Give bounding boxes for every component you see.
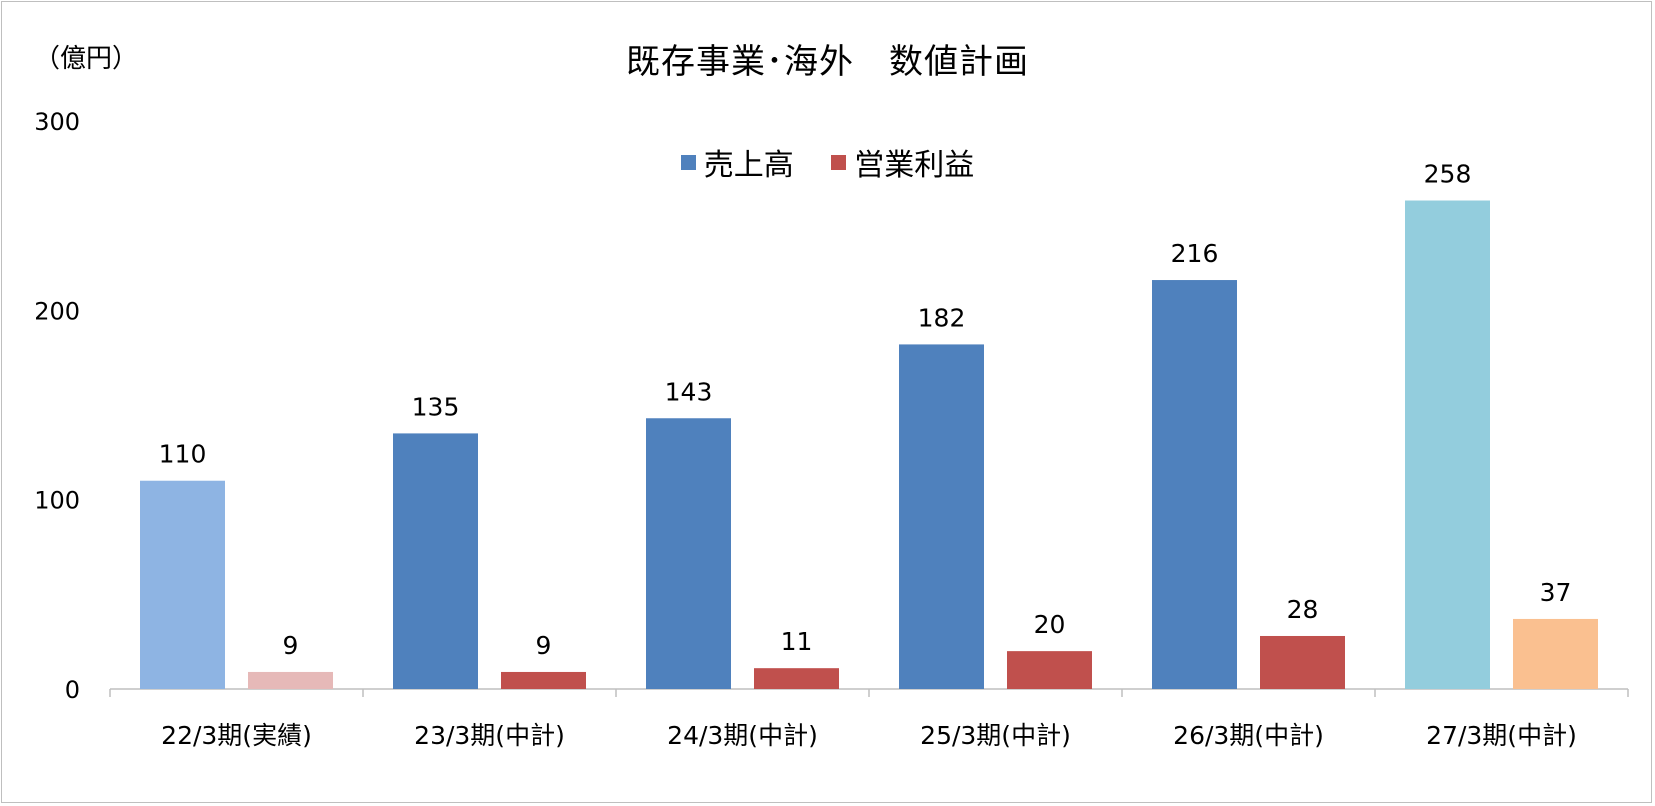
data-label-sales: 258 bbox=[1424, 160, 1472, 189]
data-label-profit: 9 bbox=[536, 631, 552, 660]
y-tick-label: 300 bbox=[34, 108, 80, 136]
data-label-profit: 20 bbox=[1034, 610, 1066, 639]
bar-sales bbox=[1152, 280, 1237, 689]
data-label-sales: 182 bbox=[918, 303, 966, 332]
bar-sales bbox=[899, 344, 984, 689]
x-tick-label: 22/3期(実績) bbox=[161, 721, 312, 750]
bar-sales bbox=[646, 418, 731, 689]
x-tick-label: 27/3期(中計) bbox=[1426, 721, 1577, 750]
legend-swatch-profit bbox=[831, 154, 847, 170]
bar-sales bbox=[393, 433, 478, 689]
legend-item-profit: 営業利益 bbox=[831, 140, 974, 184]
data-label-profit: 9 bbox=[283, 631, 299, 660]
bar-profit bbox=[754, 668, 839, 689]
data-label-profit: 11 bbox=[781, 627, 813, 656]
bar-profit bbox=[1260, 635, 1345, 689]
bar-profit bbox=[501, 671, 586, 689]
data-label-profit: 28 bbox=[1287, 595, 1319, 624]
legend-swatch-sales bbox=[680, 154, 696, 170]
x-tick-label: 24/3期(中計) bbox=[667, 721, 818, 750]
bar-profit bbox=[248, 671, 333, 689]
bar-sales bbox=[1405, 200, 1490, 689]
legend: 売上高 営業利益 bbox=[0, 140, 1655, 184]
x-tick-label: 25/3期(中計) bbox=[920, 721, 1071, 750]
data-label-profit: 37 bbox=[1540, 578, 1572, 607]
bar-profit bbox=[1513, 618, 1598, 689]
bar-profit bbox=[1007, 651, 1092, 689]
chart-title: 既存事業･海外 数値計画 bbox=[626, 42, 1029, 82]
y-tick-label: 0 bbox=[65, 676, 80, 704]
data-label-sales: 216 bbox=[1171, 239, 1219, 268]
legend-item-sales: 売上高 bbox=[680, 140, 794, 184]
legend-label-sales: 売上高 bbox=[703, 148, 794, 183]
data-label-sales: 143 bbox=[665, 377, 713, 406]
x-tick-label: 23/3期(中計) bbox=[414, 721, 565, 750]
bar-sales bbox=[140, 480, 225, 689]
data-label-sales: 135 bbox=[412, 392, 460, 421]
data-label-sales: 110 bbox=[159, 440, 207, 469]
y-tick-label: 100 bbox=[34, 487, 80, 515]
y-tick-label: 200 bbox=[34, 297, 80, 325]
x-tick-label: 26/3期(中計) bbox=[1173, 721, 1324, 750]
unit-label: （億円） bbox=[34, 44, 139, 74]
legend-label-profit: 営業利益 bbox=[854, 148, 975, 183]
